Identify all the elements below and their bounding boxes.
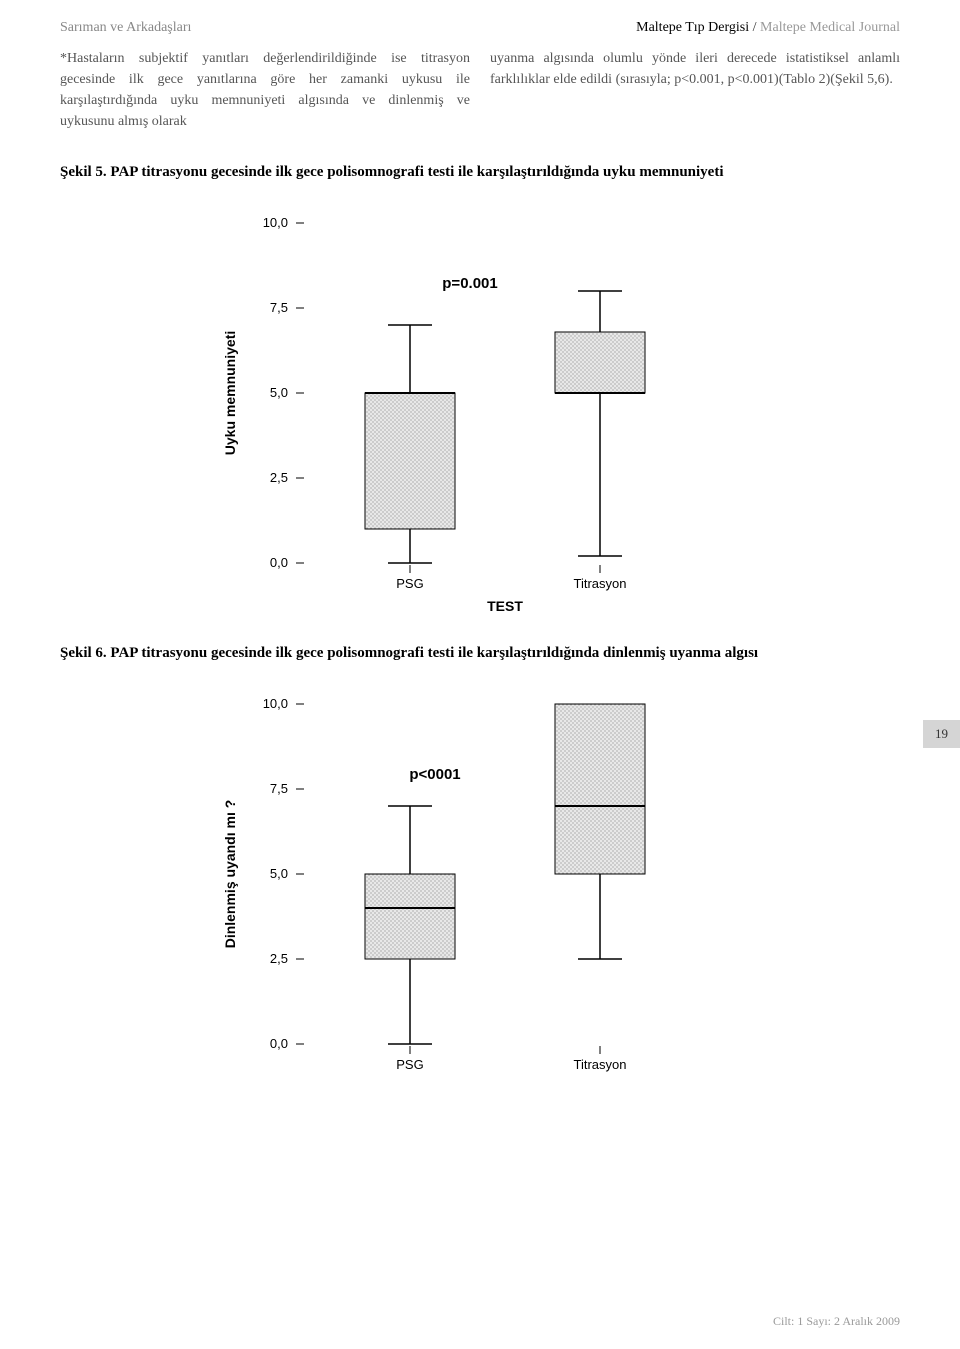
ytick6-1: 2,5 bbox=[270, 951, 288, 966]
ytick-4: 10,0 bbox=[263, 215, 288, 230]
x-axis-label: TEST bbox=[487, 598, 523, 614]
text-column-2: uyanma algısında olumlu yönde ileri dere… bbox=[490, 48, 900, 132]
box-psg-fig6 bbox=[365, 806, 455, 1044]
ytick-1: 2,5 bbox=[270, 470, 288, 485]
journal-separator: / bbox=[749, 20, 760, 35]
text-column-1: *Hastaların subjektif yanıtları değerlen… bbox=[60, 48, 470, 132]
ytick6-4: 10,0 bbox=[263, 696, 288, 711]
journal-header: Maltepe Tıp Dergisi / Maltepe Medical Jo… bbox=[636, 20, 900, 36]
ytick-0: 0,0 bbox=[270, 555, 288, 570]
y-axis-label: Uyku memnuniyeti bbox=[222, 331, 238, 455]
box-titrasyon bbox=[555, 291, 645, 556]
page-header: Sarıman ve Arkadaşları Maltepe Tıp Dergi… bbox=[60, 20, 900, 36]
y-axis-label-fig6: Dinlenmiş uyandı mı ? bbox=[222, 800, 238, 949]
xtick6-psg: PSG bbox=[396, 1057, 423, 1072]
box-titrasyon-fig6 bbox=[555, 704, 645, 959]
xtick-titrasyon: Titrasyon bbox=[574, 576, 627, 591]
ytick-2: 5,0 bbox=[270, 385, 288, 400]
y-axis: 0,0 2,5 5,0 7,5 10,0 bbox=[263, 215, 304, 570]
ytick6-0: 0,0 bbox=[270, 1036, 288, 1051]
p-value-text: p=0.001 bbox=[442, 275, 497, 292]
ytick6-2: 5,0 bbox=[270, 866, 288, 881]
p-value-text-fig6: p<0001 bbox=[409, 766, 460, 783]
y-axis-fig6: 0,0 2,5 5,0 7,5 10,0 bbox=[263, 696, 304, 1051]
figure5-boxplot: 0,0 2,5 5,0 7,5 10,0 Uyku memnuniyeti p=… bbox=[200, 193, 760, 623]
box-psg bbox=[365, 325, 455, 563]
figure6-caption: Şekil 6. PAP titrasyonu gecesinde ilk ge… bbox=[60, 643, 900, 664]
body-text: *Hastaların subjektif yanıtları değerlen… bbox=[60, 48, 900, 132]
figure5-caption: Şekil 5. PAP titrasyonu gecesinde ilk ge… bbox=[60, 162, 900, 183]
page-number: 19 bbox=[923, 720, 960, 748]
journal-name-sub: Maltepe Medical Journal bbox=[760, 20, 900, 35]
figure6-chart: 0,0 2,5 5,0 7,5 10,0 Dinlenmiş uyandı mı… bbox=[60, 674, 900, 1094]
xtick-psg: PSG bbox=[396, 576, 423, 591]
page-footer: Cilt: 1 Sayı: 2 Aralık 2009 bbox=[773, 1314, 900, 1329]
journal-name-main: Maltepe Tıp Dergisi bbox=[636, 20, 749, 35]
xtick6-titrasyon: Titrasyon bbox=[574, 1057, 627, 1072]
author-header: Sarıman ve Arkadaşları bbox=[60, 20, 191, 36]
ytick6-3: 7,5 bbox=[270, 781, 288, 796]
figure5-chart: 0,0 2,5 5,0 7,5 10,0 Uyku memnuniyeti p=… bbox=[60, 193, 900, 623]
figure6-boxplot: 0,0 2,5 5,0 7,5 10,0 Dinlenmiş uyandı mı… bbox=[200, 674, 760, 1094]
ytick-3: 7,5 bbox=[270, 300, 288, 315]
